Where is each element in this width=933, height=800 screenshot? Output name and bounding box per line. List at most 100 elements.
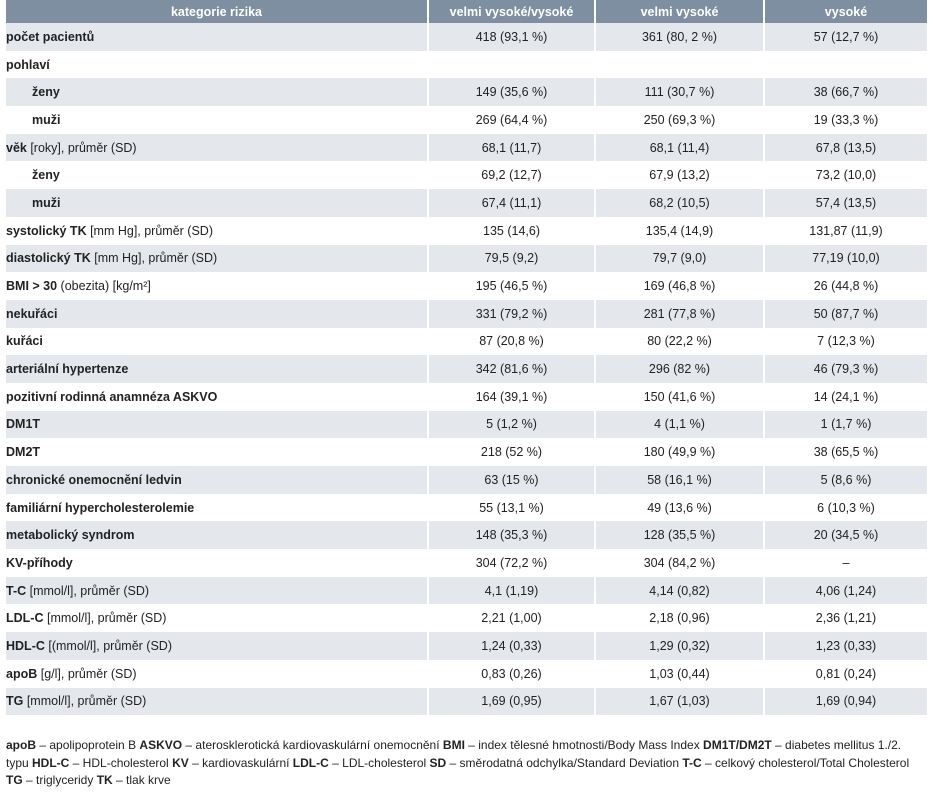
value-very-high-high: 149 (35,6 %) — [429, 78, 596, 107]
row-label-unit: [mm Hg], průměr (SD) — [90, 251, 218, 266]
patient-characteristics-table: kategorie rizika velmi vysoké/vysoké vel… — [6, 0, 927, 716]
row-label-unit: [roky], průměr (SD) — [26, 140, 137, 155]
row-label-unit: [g/l], průměr (SD) — [37, 666, 137, 681]
row-label: diastolický TK [mm Hg], průměr (SD) — [6, 244, 429, 273]
value-high: 131,87 (11,9) — [765, 216, 927, 245]
value-very-high: 68,2 (10,5) — [596, 189, 765, 217]
value-very-high: 111 (30,7 %) — [596, 78, 765, 107]
row-label: BMI > 30 (obezita) [kg/m²] — [6, 272, 429, 300]
value-very-high-high: 67,4 (11,1) — [429, 189, 596, 217]
table-row: HDL-C [(mmol/l], průměr (SD) 1,24 (0,33) 1… — [6, 632, 927, 660]
header-risk-category: kategorie rizika — [6, 0, 429, 23]
row-label: T-C [mmol/l], průměr (SD) — [6, 576, 429, 605]
value-very-high: 4 (1,1 %) — [596, 410, 765, 439]
value-very-high-high: 164 (39,1 %) — [429, 382, 596, 411]
abbreviation-definition: – LDL-cholesterol — [328, 755, 430, 770]
value-very-high: 49 (13,6 %) — [596, 493, 765, 522]
row-label-unit: (obezita) [kg/m²] — [57, 279, 151, 294]
value-very-high-high: 0,83 (0,26) — [429, 659, 596, 688]
row-label-main: LDL-C — [6, 611, 44, 626]
row-label-main: apoB — [6, 666, 38, 681]
table-row: nekuřáci 331 (79,2 %) 281 (77,8 %) 50 (87,7… — [6, 299, 927, 328]
row-label: počet pacientů — [6, 23, 429, 51]
abbreviation-definition: – triglyceridy — [22, 773, 97, 787]
value-very-high: 150 (41,6 %) — [596, 382, 765, 411]
abbreviation-term: apoB — [6, 738, 36, 752]
value-very-high-high: 5 (1,2 %) — [429, 410, 596, 439]
table-row: chronické onemocnění ledvin 63 (15 %) 58 (… — [6, 466, 927, 494]
value-high: 6 (10,3 %) — [765, 493, 927, 522]
value-high: 5 (8,6 %) — [765, 466, 927, 494]
value-very-high-high: 304 (72,2 %) — [429, 549, 596, 577]
value-high: 1 (1,7 %) — [765, 410, 927, 439]
row-label: systolický TK [mm Hg], průměr (SD) — [6, 216, 429, 245]
abbreviation-term: DM1T/DM2T — [703, 738, 772, 752]
value-very-high: 296 (82 %) — [596, 355, 765, 383]
abbreviation-term: T-C — [682, 755, 702, 770]
value-very-high: 304 (84,2 %) — [596, 549, 765, 577]
table-row: pozitivní rodinná anamnéza ASKVO 164 (39,… — [6, 382, 927, 411]
abbreviation-definition: – tlak krve — [112, 773, 171, 787]
table-row: KV-příhody 304 (72,2 %) 304 (84,2 %) – — [6, 549, 927, 577]
row-label-main: arteriální hypertenze — [6, 362, 129, 377]
value-very-high-high: 55 (13,1 %) — [429, 493, 596, 522]
abbreviation-term: TK — [96, 773, 113, 787]
value-very-high-high: 269 (64,4 %) — [429, 106, 596, 134]
row-label-unit: [mm Hg], průměr (SD) — [86, 223, 213, 238]
value-high: 4,06 (1,24) — [765, 576, 927, 605]
row-label: kuřáci — [6, 327, 429, 356]
row-label-main: počet pacientů — [6, 29, 95, 44]
value-very-high: 79,7 (9,0) — [596, 244, 765, 273]
value-very-high: 80 (22,2 %) — [596, 327, 765, 356]
row-label: apoB [g/l], průměr (SD) — [6, 659, 429, 688]
value-high: 57,4 (13,5) — [765, 189, 927, 217]
value-high: 7 (12,3 %) — [765, 327, 927, 356]
row-label: HDL-C [(mmol/l], průměr (SD) — [6, 632, 429, 660]
row-label: nekuřáci — [6, 299, 429, 328]
row-label: ženy — [6, 78, 429, 107]
header-high: vysoké — [765, 0, 927, 23]
abbreviation-definition: – apolipoprotein B — [36, 738, 140, 752]
row-label-unit: [(mmol/l], průměr (SD) — [44, 638, 172, 653]
row-label: věk [roky], průměr (SD) — [6, 133, 429, 162]
value-very-high: 250 (69,3 %) — [596, 106, 765, 134]
value-very-high-high: 68,1 (11,7) — [429, 133, 596, 162]
row-label: arteriální hypertenze — [6, 355, 429, 383]
value-high: 26 (44,8 %) — [765, 272, 927, 300]
table-row: metabolický syndrom 148 (35,3 %) 128 (35,5… — [6, 521, 927, 550]
value-very-high — [596, 50, 765, 79]
table-row: systolický TK [mm Hg], průměr (SD) 135 (1… — [6, 216, 927, 245]
table-row: pohlaví — [6, 50, 927, 79]
row-label: metabolický syndrom — [6, 521, 429, 550]
value-very-high: 1,29 (0,32) — [596, 632, 765, 660]
value-very-high-high: 63 (15 %) — [429, 466, 596, 494]
row-label: DM2T — [6, 438, 429, 466]
value-very-high: 68,1 (11,4) — [596, 133, 765, 162]
value-high: 0,81 (0,24) — [765, 659, 927, 688]
value-very-high-high: 148 (35,3 %) — [429, 521, 596, 550]
row-label: LDL-C [mmol/l], průměr (SD) — [6, 604, 429, 633]
row-label-main: metabolický syndrom — [6, 528, 135, 543]
row-label-main: ženy — [32, 168, 60, 183]
table-row: BMI > 30 (obezita) [kg/m²] 195 (46,5 %) 16… — [6, 272, 927, 300]
row-label-main: věk — [6, 140, 27, 155]
row-label-main: nekuřáci — [6, 306, 58, 321]
value-high: 38 (65,5 %) — [765, 438, 927, 466]
row-label-main: pozitivní rodinná anamnéza ASKVO — [6, 389, 218, 404]
value-very-high-high — [429, 50, 596, 79]
row-label-main: kuřáci — [6, 334, 43, 349]
value-very-high-high: 342 (81,6 %) — [429, 355, 596, 383]
abbreviation-definition: – index tělesné hmotnosti/Body Mass Inde… — [464, 738, 704, 752]
value-very-high: 128 (35,5 %) — [596, 521, 765, 550]
row-label: familiární hypercholesterolemie — [6, 493, 429, 522]
value-high: 67,8 (13,5) — [765, 133, 927, 162]
row-label-main: chronické onemocnění ledvin — [6, 472, 182, 487]
value-high: 2,36 (1,21) — [765, 604, 927, 633]
row-label-main: muži — [32, 195, 61, 210]
abbreviation-term: SD — [429, 755, 447, 770]
abbreviations-footnote: apoB – apolipoprotein B ASKVO – ateroskl… — [6, 737, 927, 790]
value-very-high-high: 87 (20,8 %) — [429, 327, 596, 356]
value-very-high: 169 (46,8 %) — [596, 272, 765, 300]
value-high: 20 (34,5 %) — [765, 521, 927, 550]
value-high: – — [765, 549, 927, 577]
